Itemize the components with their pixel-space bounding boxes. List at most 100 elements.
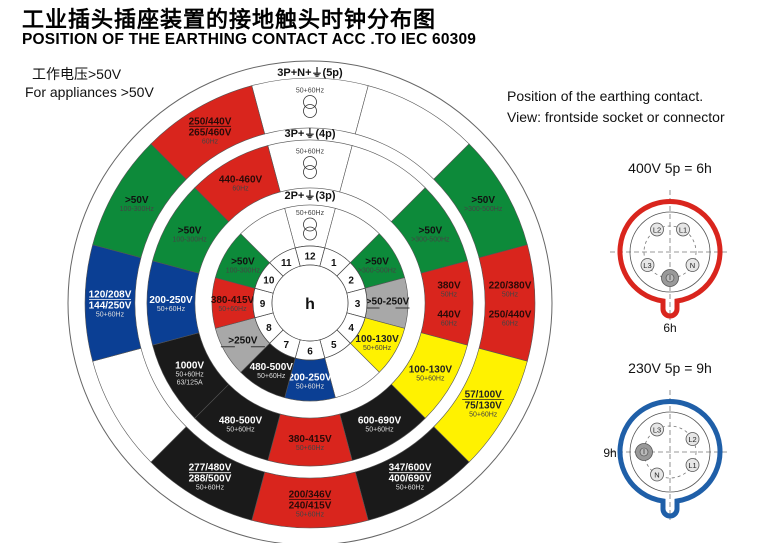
pin-label: N xyxy=(654,471,659,480)
pin-label: L1 xyxy=(679,225,687,234)
segment-voltage: 250/440V xyxy=(489,310,532,321)
segment-frequency: 50+60Hz xyxy=(257,373,286,380)
segment-voltage: 600-690V xyxy=(358,415,402,426)
segment-frequency: 50+60Hz xyxy=(296,512,325,519)
hour-number: 9 xyxy=(260,299,266,310)
segment-voltage: 380V xyxy=(437,281,461,292)
transformer-icon xyxy=(303,95,317,118)
segment-voltage: 200-250V xyxy=(149,295,193,306)
hour-position-label: 6h xyxy=(663,321,676,335)
page-title: 工业插头插座装置的接地触头时钟分布图 xyxy=(22,8,437,33)
segment-frequency: 100-300Hz xyxy=(226,267,261,274)
segment-11h xyxy=(194,145,281,223)
segment-frequency: 50+60Hz xyxy=(226,426,255,433)
segment-frequency: 50+60Hz xyxy=(96,312,125,319)
pin-l1 xyxy=(676,222,690,237)
segment-voltage: 100-130V xyxy=(409,365,453,376)
segment-voltage: 440-460V xyxy=(219,175,263,186)
pin-label: L1 xyxy=(688,461,696,470)
segment-frequency: 60Hz xyxy=(202,138,219,145)
segment-frequency: 50Hz xyxy=(441,292,458,299)
pin-n xyxy=(685,258,700,272)
view-note: View: frontside socket or connector xyxy=(507,109,725,125)
pin-label: L3 xyxy=(643,261,651,270)
segment-frequency: 50+60Hz xyxy=(176,372,205,379)
segment-voltage: 250/440V xyxy=(189,116,232,127)
plug-rim xyxy=(617,399,723,519)
segment-voltage: >50V xyxy=(365,256,389,267)
page-subtitle: POSITION OF THE EARTHING CONTACT ACC .TO… xyxy=(22,31,477,48)
segment-3h xyxy=(478,244,536,362)
ring-label: 2P+⏚(3p) xyxy=(284,189,335,202)
plug-title: 230V 5p = 9h xyxy=(628,360,712,376)
segment-frequency: 50+60Hz xyxy=(296,149,325,156)
ring-label: 3P+N+⏚(5p) xyxy=(277,66,343,79)
segment-frequency: 50+60Hz xyxy=(218,306,247,313)
segment-voltage: 75/130V xyxy=(465,401,503,412)
segment-voltage: 57/100V xyxy=(465,390,503,401)
segment-voltage: 265/460V xyxy=(189,127,232,138)
segment-voltage: 380-415V xyxy=(211,295,255,306)
segment-frequency: >300-500Hz xyxy=(358,267,397,274)
ring-3pn5p: 50+60Hz>50V>300-500Hz220/380V50Hz250/440… xyxy=(84,66,536,529)
segment-11h xyxy=(150,85,266,180)
segment-voltage: >50V xyxy=(125,195,149,206)
hour-number: 12 xyxy=(304,252,316,263)
pin-l2 xyxy=(650,222,664,237)
hour-number: 7 xyxy=(283,340,289,351)
plug-title: 400V 5p = 6h xyxy=(628,160,712,176)
voltage-note-en: For appliances >50V xyxy=(25,84,154,100)
hour-number: 6 xyxy=(307,347,313,358)
segment-frequency: >300-500Hz xyxy=(411,237,450,244)
plug-diagram-2: 230V 5p = 9h L3 L2 L1 N 9h xyxy=(603,360,730,520)
hour-number: 1 xyxy=(331,258,337,269)
segment-frequency: 50+60Hz xyxy=(416,376,445,383)
ring-label: 3P+⏚(4p) xyxy=(284,127,335,140)
hour-position-label: 9h xyxy=(603,446,616,460)
pin-label: L3 xyxy=(653,425,661,434)
pin-l2 xyxy=(685,432,700,446)
segment-voltage: >50V xyxy=(471,195,495,206)
segment-voltage: >250V xyxy=(228,335,258,346)
segment-frequency: 50+60Hz xyxy=(469,412,498,419)
hour-number: 10 xyxy=(263,275,275,286)
segment-voltage: 1000V xyxy=(175,361,204,372)
segment-voltage: 380-415V xyxy=(288,434,332,445)
segment-frequency: 60Hz xyxy=(502,321,519,328)
pin-l3 xyxy=(650,422,664,437)
segment-frequency: 50+60Hz xyxy=(363,345,392,352)
segment-voltage: 480-500V xyxy=(250,362,294,373)
segment-frequency: 50+60Hz xyxy=(365,426,394,433)
hour-number: 2 xyxy=(348,275,354,286)
segment-frequency: 50+60Hz xyxy=(296,384,325,391)
segment-voltage: 400/690V xyxy=(389,474,432,485)
segment-voltage: 277/480V xyxy=(189,463,232,474)
segment-frequency: 100-300Hz xyxy=(172,237,207,244)
segment-12h xyxy=(251,77,369,135)
segment-voltage: 220/380V xyxy=(489,281,532,292)
hour-number: 11 xyxy=(281,258,292,269)
segment-voltage: >50V xyxy=(231,256,255,267)
segment-voltage: >50-250V xyxy=(366,297,410,308)
segment-frequency: 63/125A xyxy=(177,380,203,387)
segment-voltage: >50V xyxy=(419,226,443,237)
ring-3p4p: 50+60Hz>50V>300-500Hz380V50Hz440V60Hz100… xyxy=(146,127,474,467)
plug-diagram-1: 400V 5p = 6h L2 L1 N L3 6h xyxy=(610,160,730,335)
segment-voltage: 100-130V xyxy=(355,334,399,345)
segment-voltage: 440V xyxy=(437,310,461,321)
segment-frequency: 50Hz xyxy=(502,292,519,299)
segment-voltage: 144/250V xyxy=(89,301,132,312)
segment-frequency: >300-500Hz xyxy=(464,206,503,213)
segment-frequency: 50+60Hz xyxy=(196,485,225,492)
segment-voltage: 347/600V xyxy=(389,463,432,474)
hour-number: 3 xyxy=(355,299,361,310)
segment-3h xyxy=(420,260,474,346)
hour-number: 4 xyxy=(348,323,354,334)
segment-frequency: 60Hz xyxy=(232,186,249,193)
plug-rim xyxy=(617,199,723,319)
segment-frequency: 60Hz xyxy=(441,321,458,328)
segment-voltage: 120/208V xyxy=(89,290,132,301)
segment-frequency: 50+60Hz xyxy=(157,306,186,313)
segment-voltage: >50V xyxy=(178,226,202,237)
